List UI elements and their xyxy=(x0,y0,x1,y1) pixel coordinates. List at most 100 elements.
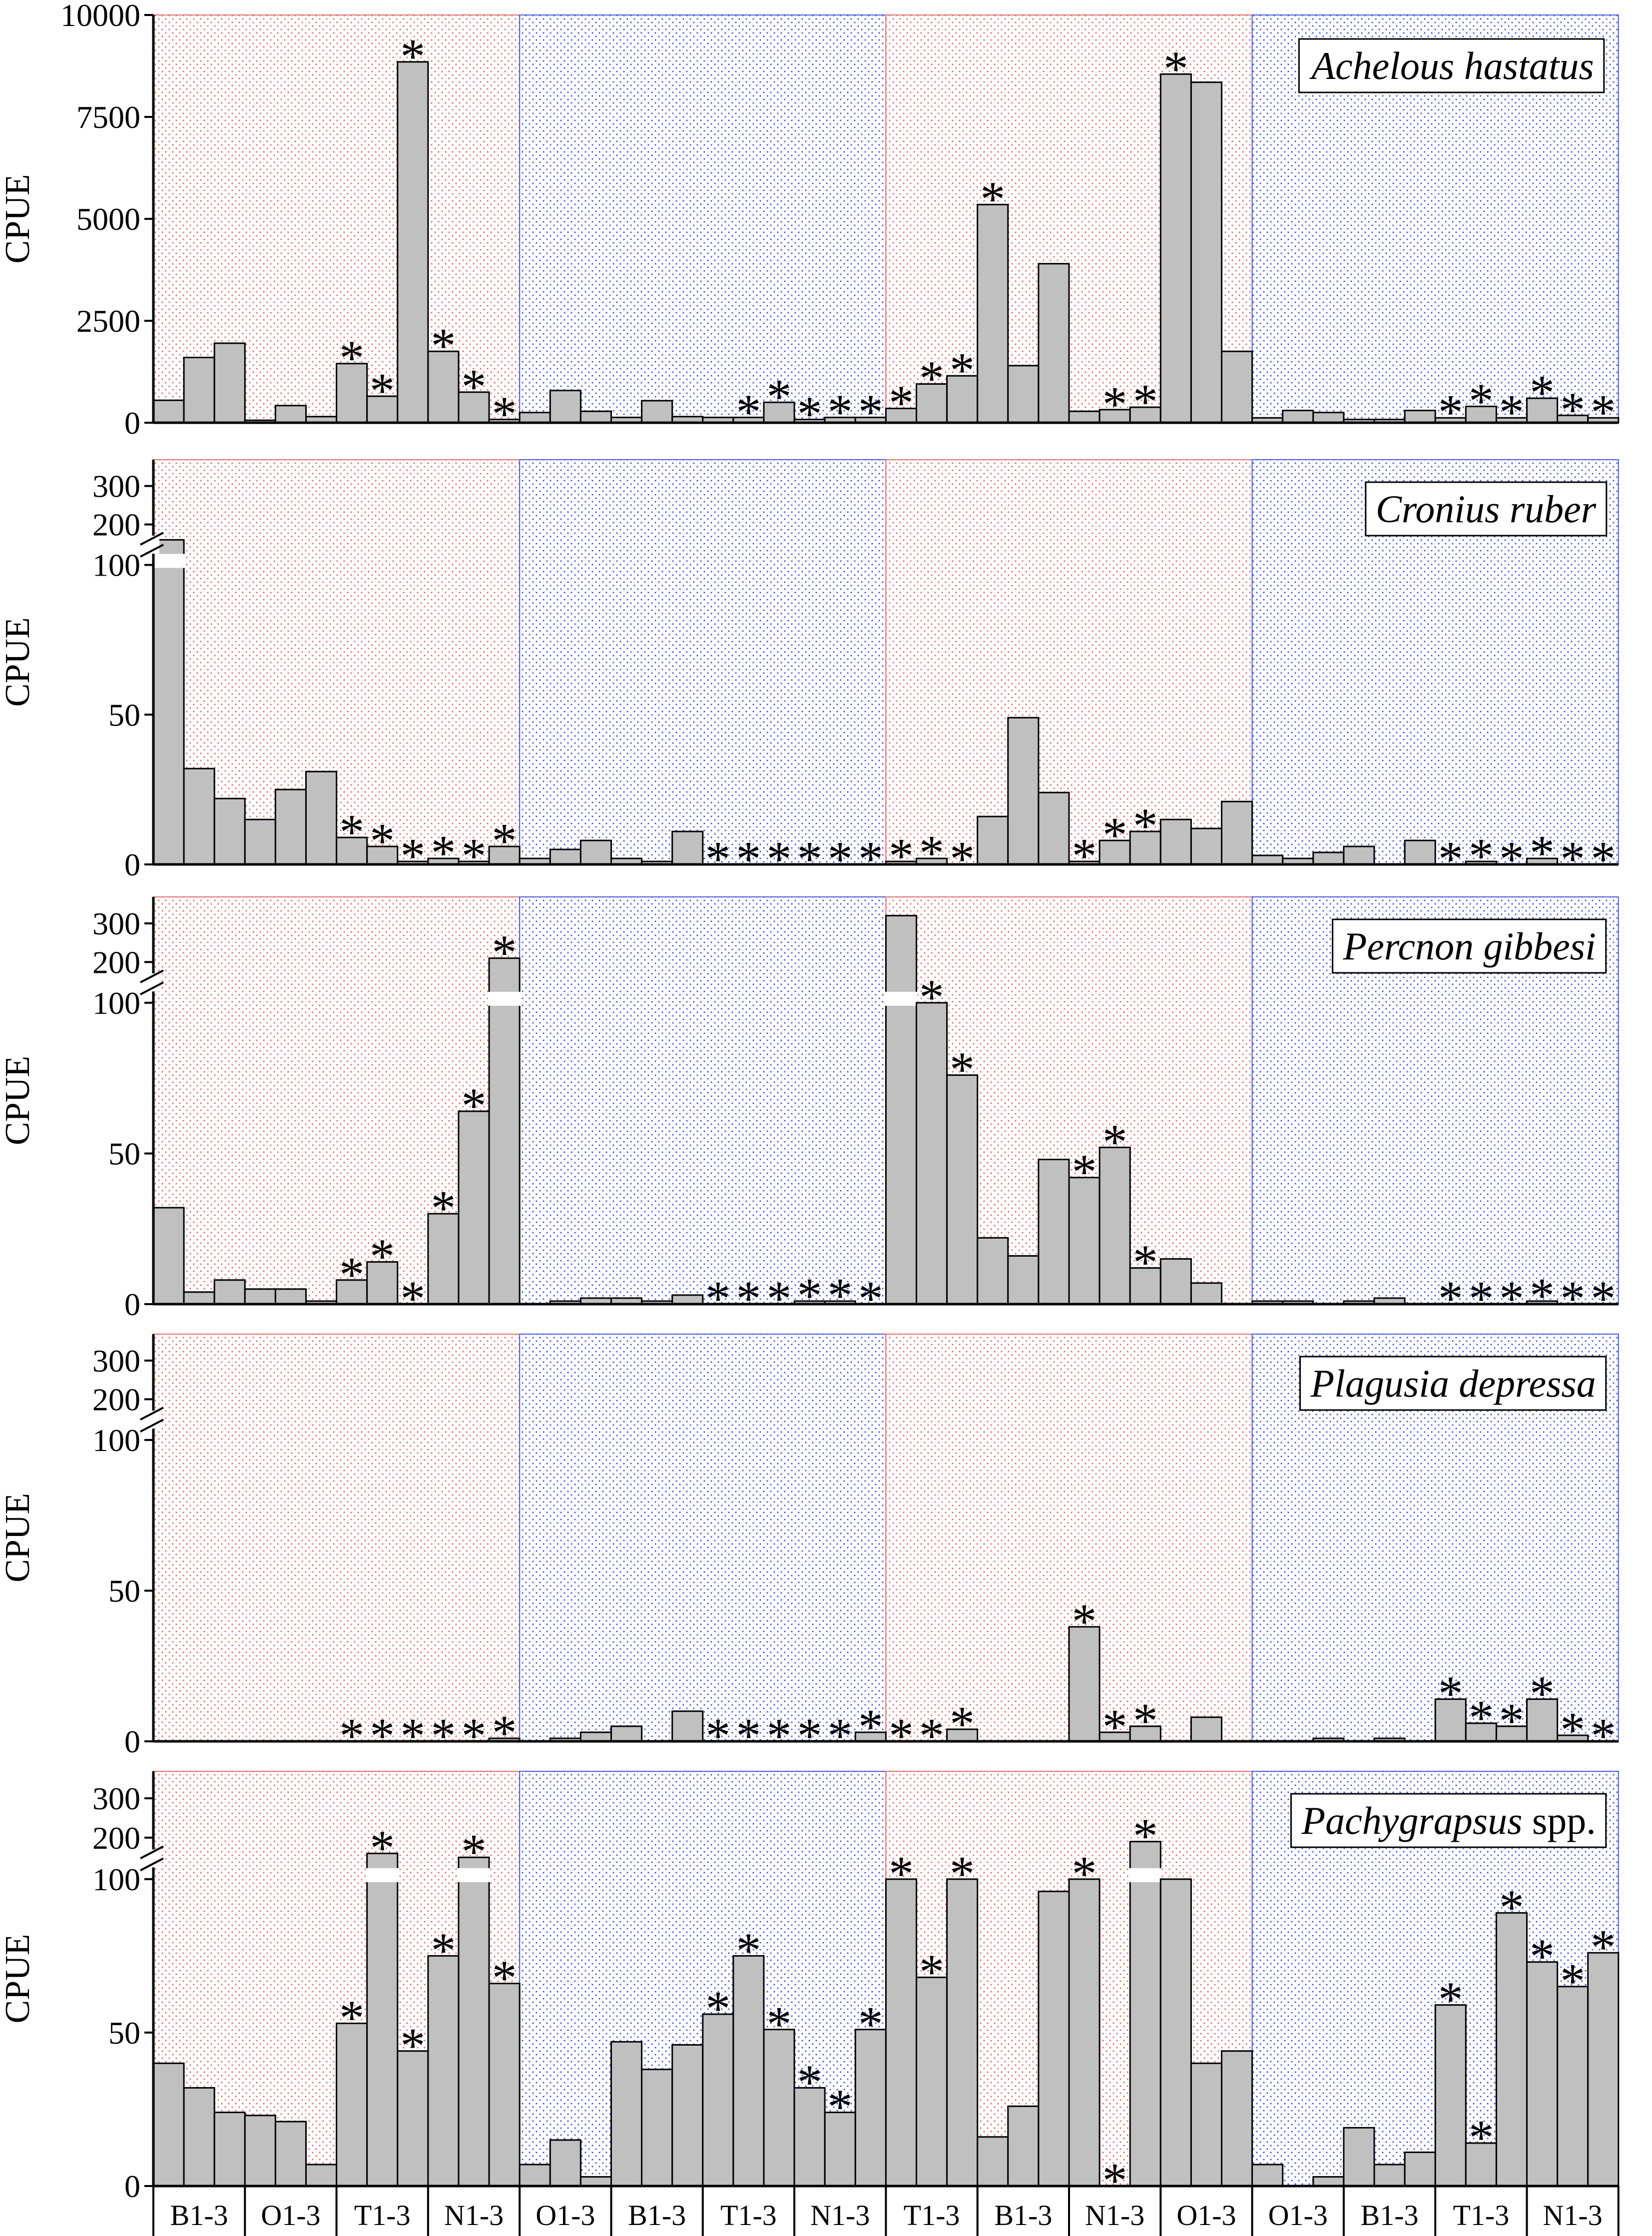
significance-star: * xyxy=(736,1271,761,1326)
x-group-label: T1-3 xyxy=(1453,2199,1509,2232)
panel-1: ***** * * * * * * * * *** *** * * * * *0250050007500100… xyxy=(0,0,1620,441)
significance-star: * xyxy=(1133,798,1158,853)
significance-star: * xyxy=(889,375,914,430)
bar xyxy=(1434,2004,1467,2187)
significance-star: * xyxy=(1163,40,1188,96)
significance-star: * xyxy=(736,1922,761,1978)
bar xyxy=(427,1213,460,1305)
bar xyxy=(916,1976,948,2187)
species-label: Achelous hastatus xyxy=(1309,44,1594,87)
bar xyxy=(305,2164,338,2187)
significance-star: * xyxy=(1102,2153,1127,2208)
significance-star: * xyxy=(1530,1666,1555,1721)
panel-2: * * * * * * * * * * * * * * * * * ** * * * * *050100200300CPUE… xyxy=(0,459,1619,886)
significance-star: * xyxy=(1499,1879,1524,1935)
significance-star: * xyxy=(1469,373,1494,428)
bar xyxy=(1251,854,1284,865)
significance-star: * xyxy=(858,831,883,886)
y-tick-label: 50 xyxy=(108,1136,140,1171)
bar xyxy=(549,848,581,865)
y-tick-label: 10000 xyxy=(60,0,140,33)
significance-star: * xyxy=(919,969,944,1025)
bar xyxy=(671,2044,704,2187)
significance-star: * xyxy=(980,171,1005,226)
bar xyxy=(274,2121,307,2187)
significance-star: * xyxy=(828,1268,853,1323)
significance-star: * xyxy=(1591,1919,1616,1975)
bar xyxy=(1404,2151,1436,2187)
bar xyxy=(1251,2164,1284,2187)
significance-star: * xyxy=(462,1078,487,1133)
background-block-blue xyxy=(519,14,887,423)
bar xyxy=(916,1002,948,1305)
significance-star: * xyxy=(797,831,822,886)
y-tick-label: 50 xyxy=(108,697,140,733)
significance-star: * xyxy=(1591,384,1616,440)
significance-star: * xyxy=(1438,384,1463,440)
significance-star: * xyxy=(370,1229,395,1284)
bar xyxy=(1068,1177,1101,1305)
bar xyxy=(610,2041,643,2187)
bar xyxy=(1007,365,1040,424)
bar xyxy=(641,2069,673,2187)
bar-break-gap xyxy=(885,991,918,1006)
y-axis-title: CPUE xyxy=(0,174,37,264)
bar xyxy=(1557,1986,1589,2187)
significance-star: * xyxy=(889,1708,914,1763)
significance-star: * xyxy=(462,1824,487,1879)
y-tick-label: 100 xyxy=(92,1423,140,1458)
bar xyxy=(549,2139,581,2187)
significance-star: * xyxy=(1499,1693,1524,1748)
bar xyxy=(397,2050,429,2187)
bar-break-gap xyxy=(488,991,521,1006)
y-tick-label: 200 xyxy=(92,507,140,543)
y-tick-label: 0 xyxy=(124,405,140,441)
bar xyxy=(274,1288,307,1305)
significance-star: * xyxy=(1591,1708,1616,1763)
bar xyxy=(1221,2050,1253,2187)
significance-star: * xyxy=(1530,825,1555,880)
species-label: Pachygrapsus spp. xyxy=(1301,1799,1596,1842)
y-axis-title: CPUE xyxy=(0,1056,37,1145)
significance-star: * xyxy=(1560,1953,1585,2009)
y-tick-label: 5000 xyxy=(76,201,140,237)
significance-star: * xyxy=(339,1247,364,1302)
bar xyxy=(274,788,307,865)
significance-star: * xyxy=(339,804,364,859)
bar xyxy=(579,410,612,424)
significance-star: * xyxy=(1560,1702,1585,1757)
significance-star: * xyxy=(950,1846,975,1901)
significance-star: * xyxy=(950,342,975,398)
significance-star: * xyxy=(431,318,456,373)
bar xyxy=(1159,1258,1192,1305)
x-group-label: N1-3 xyxy=(1085,2199,1144,2232)
bar-break-gap xyxy=(458,1868,491,1882)
significance-star: * xyxy=(1072,828,1097,883)
bar xyxy=(336,836,368,865)
significance-star: * xyxy=(950,831,975,886)
bar xyxy=(458,1856,490,2187)
bar xyxy=(1312,412,1345,424)
x-group-label: T1-3 xyxy=(354,2199,411,2232)
bar xyxy=(641,400,673,424)
x-group-label: N1-3 xyxy=(444,2199,504,2232)
significance-star: * xyxy=(1072,1846,1097,1901)
bar xyxy=(1129,406,1161,424)
x-group-label: O1-3 xyxy=(1268,2199,1328,2232)
significance-star: * xyxy=(919,1944,944,1999)
bar xyxy=(1159,1878,1192,2187)
bar xyxy=(1343,2127,1375,2187)
y-tick-label: 100 xyxy=(92,985,140,1021)
bar xyxy=(1465,405,1497,424)
significance-star: * xyxy=(1499,384,1524,440)
bar xyxy=(977,815,1009,865)
background-block-blue xyxy=(519,459,887,865)
panel-3: * ****** * * * * ******* * * * * *050100200300CPUEP… xyxy=(0,896,1619,1326)
bar xyxy=(1129,830,1161,865)
bar xyxy=(1068,1626,1101,1742)
y-tick-label: 50 xyxy=(108,1573,140,1608)
significance-star: * xyxy=(858,1996,883,2052)
significance-star: * xyxy=(1469,1271,1494,1326)
significance-star: * xyxy=(1469,1690,1494,1745)
bar xyxy=(1526,397,1559,424)
